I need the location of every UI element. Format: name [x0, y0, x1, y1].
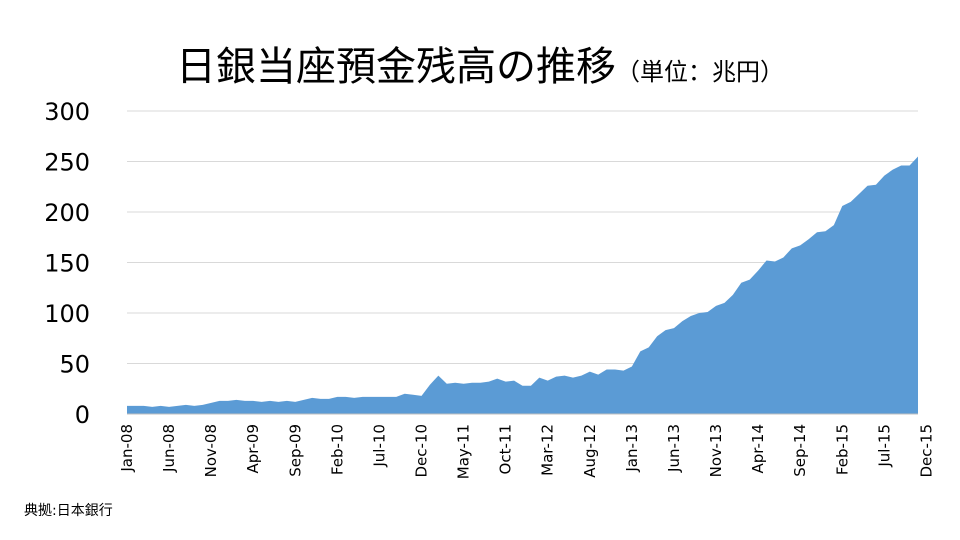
chart-title-unit: （単位：兆円） — [616, 58, 784, 86]
x-tick-label: Oct-11 — [497, 424, 515, 474]
x-tick-label: Feb-10 — [328, 424, 346, 475]
chart-title-main: 日銀当座預金残高の推移 — [176, 44, 616, 90]
x-tick-label: Aug-12 — [581, 424, 599, 478]
x-tick-label: Jun-13 — [665, 424, 683, 473]
x-tick-label: Jan-13 — [623, 424, 641, 473]
chart-title: 日銀当座預金残高の推移（単位：兆円） — [0, 34, 960, 90]
source-note: 典拠:日本銀行 — [24, 503, 113, 519]
x-tick-label: Nov-13 — [707, 424, 725, 477]
x-tick-label: Jul-10 — [370, 424, 388, 468]
y-tick-label: 250 — [44, 149, 90, 177]
x-tick-label: Apr-14 — [749, 424, 767, 474]
x-tick-label: Sep-09 — [286, 424, 304, 477]
x-tick-label: May-11 — [455, 424, 473, 479]
y-tick-label: 100 — [44, 300, 90, 328]
x-tick-label: Nov-08 — [202, 424, 220, 477]
y-tick-label: 200 — [44, 199, 90, 227]
y-tick-label: 300 — [44, 98, 90, 126]
x-tick-label: Apr-09 — [244, 424, 262, 474]
y-tick-label: 150 — [44, 250, 90, 278]
x-tick-label: Jan-08 — [118, 424, 136, 473]
x-tick-label: Dec-10 — [413, 424, 431, 478]
y-tick-label: 0 — [75, 401, 90, 429]
x-tick-label: Sep-14 — [791, 424, 809, 477]
x-tick-label: Jul-15 — [875, 424, 893, 468]
area-series — [127, 156, 918, 414]
x-tick-label: Mar-12 — [539, 424, 557, 476]
x-tick-label: Jun-08 — [160, 424, 178, 473]
x-tick-label: Dec-15 — [917, 424, 935, 478]
y-tick-label: 50 — [59, 351, 90, 379]
x-tick-label: Feb-15 — [833, 424, 851, 475]
